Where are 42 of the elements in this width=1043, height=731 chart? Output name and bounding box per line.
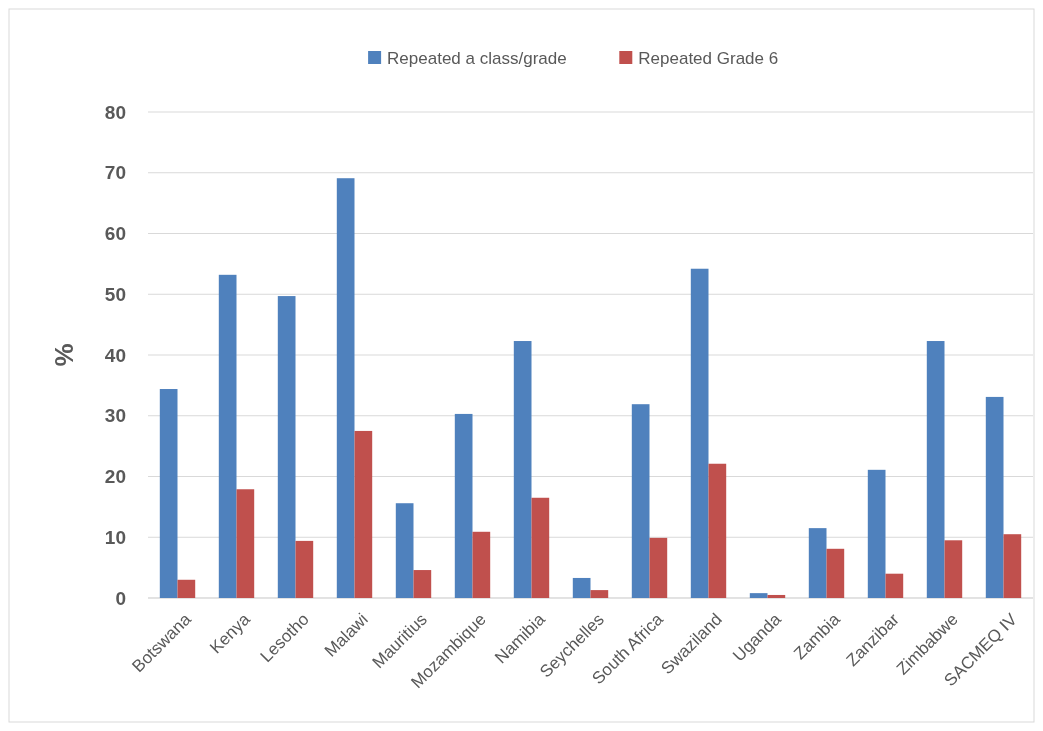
bar <box>867 469 886 598</box>
y-tick-label: 50 <box>104 283 126 305</box>
bar <box>944 540 963 598</box>
bar <box>708 463 727 598</box>
bar <box>295 540 314 598</box>
y-tick-label: 30 <box>104 405 126 427</box>
bar <box>354 430 373 598</box>
y-tick-label: 0 <box>115 587 126 609</box>
bar <box>649 537 668 598</box>
bar <box>690 268 709 598</box>
legend-label: Repeated Grade 6 <box>638 48 779 68</box>
bar <box>826 548 845 598</box>
bar <box>531 497 550 598</box>
bar <box>572 577 591 598</box>
y-axis-title: % <box>49 343 79 367</box>
bar <box>1003 534 1022 598</box>
y-tick-label: 60 <box>104 223 126 245</box>
y-tick-label: 80 <box>104 101 126 123</box>
legend-label: Repeated a class/grade <box>387 48 567 68</box>
y-tick-label: 10 <box>104 526 126 548</box>
bar <box>395 503 414 598</box>
bar <box>236 489 255 598</box>
bar <box>454 413 473 598</box>
bar <box>749 593 768 598</box>
bar <box>336 178 355 598</box>
bar <box>926 341 945 598</box>
bar <box>985 396 1004 598</box>
bar <box>513 341 532 598</box>
bar <box>885 573 904 598</box>
bar <box>159 389 178 598</box>
y-tick-label: 40 <box>104 344 126 366</box>
y-tick-label: 20 <box>104 466 126 488</box>
bar <box>472 531 491 598</box>
bar <box>631 404 650 598</box>
bar <box>218 274 237 598</box>
bar <box>413 570 432 598</box>
bar <box>177 579 196 598</box>
y-tick-label: 70 <box>104 162 126 184</box>
bar <box>767 594 786 598</box>
bar <box>808 528 827 598</box>
bar <box>590 590 609 598</box>
bar <box>277 296 296 598</box>
